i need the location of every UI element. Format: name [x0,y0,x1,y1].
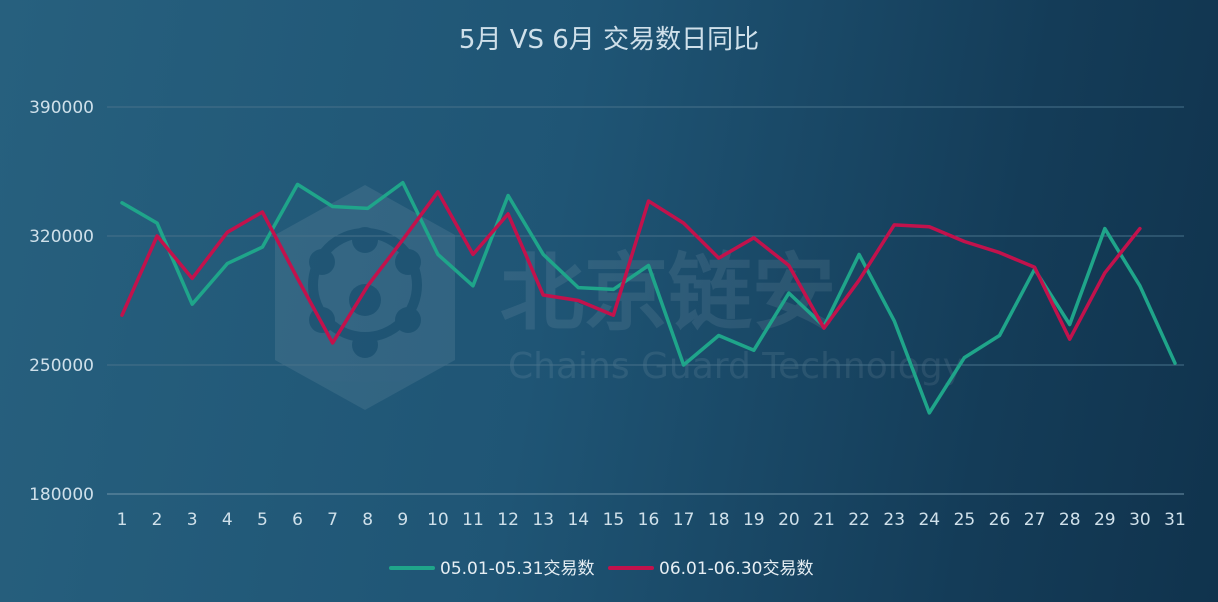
x-tick-label: 30 [1129,510,1151,530]
x-tick-label: 18 [708,510,730,530]
x-tick-label: 27 [1024,510,1046,530]
legend: 05.01-05.31交易数 06.01-06.30交易数 [389,559,813,579]
x-tick-label: 21 [813,510,835,530]
watermark-brand-en: Chains Guard Technology [508,346,964,387]
series-line-may[interactable] [120,180,1177,415]
x-tick-label: 2 [152,510,163,530]
shield-network-icon [275,185,455,410]
x-tick-label: 17 [673,510,695,530]
gridlines [107,106,1184,495]
series-line-june[interactable] [120,190,1142,345]
x-tick-label: 9 [397,510,408,530]
y-tick-label: 320000 [29,227,94,247]
y-tick-label: 390000 [29,98,94,118]
x-axis-ticks: 1 2 3 4 5 6 7 8 9 10 11 12 13 14 15 16 17 18 19 20 21 22 23 24 2… [117,510,1186,530]
x-tick-label: 15 [603,510,625,530]
watermark-brand-cn: 北京链安 [500,244,836,342]
x-tick-label: 10 [427,510,449,530]
x-tick-label: 7 [327,510,338,530]
x-tick-label: 8 [362,510,373,530]
x-tick-label: 19 [743,510,765,530]
x-tick-label: 25 [954,510,976,530]
x-tick-label: 11 [462,510,484,530]
x-tick-label: 12 [497,510,519,530]
x-tick-label: 24 [918,510,940,530]
x-tick-label: 28 [1059,510,1081,530]
legend-label-may[interactable]: 05.01-05.31交易数 [440,559,594,579]
x-tick-label: 5 [257,510,268,530]
chart-title: 5月 VS 6月 交易数日同比 [459,25,759,55]
x-tick-label: 31 [1164,510,1186,530]
x-tick-label: 4 [222,510,233,530]
y-tick-label: 250000 [29,356,94,376]
x-tick-label: 13 [532,510,554,530]
x-tick-label: 1 [117,510,128,530]
legend-label-june[interactable]: 06.01-06.30交易数 [659,559,813,579]
x-tick-label: 20 [778,510,800,530]
x-tick-label: 6 [292,510,303,530]
x-tick-label: 14 [567,510,589,530]
x-tick-label: 29 [1094,510,1116,530]
x-tick-label: 23 [883,510,905,530]
series-lines [120,180,1177,415]
x-tick-label: 22 [848,510,870,530]
x-tick-label: 16 [638,510,660,530]
x-tick-label: 3 [187,510,198,530]
x-tick-label: 26 [989,510,1011,530]
y-axis-ticks: 180000 250000 320000 390000 [29,98,94,505]
y-tick-label: 180000 [29,485,94,505]
